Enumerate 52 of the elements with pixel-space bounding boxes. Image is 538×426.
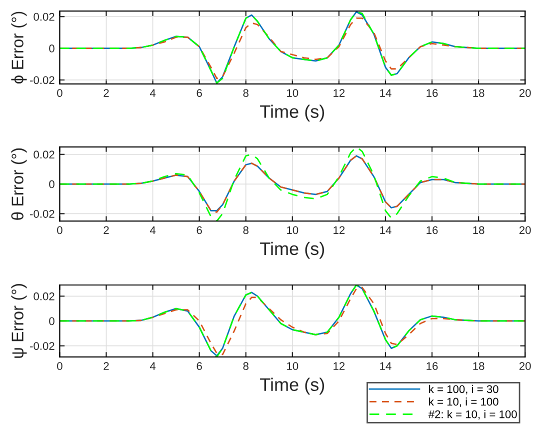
x-tick-label: 14: [380, 89, 392, 97]
x-tick-label: 14: [380, 362, 392, 370]
x-tick-label: 16: [426, 362, 438, 370]
x-tick-label: 10: [287, 89, 298, 97]
y-tick-label: 0: [49, 317, 54, 326]
x-tick-label: 0: [57, 89, 62, 97]
y-tick-label: 0.02: [34, 150, 54, 159]
x-tick-label: 20: [519, 362, 531, 370]
x-tick-label: 18: [473, 226, 484, 234]
y-axis-title: θ Error (°): [11, 148, 27, 220]
x-tick-label: 8: [243, 89, 248, 97]
x-tick-label: 20: [519, 226, 531, 234]
x-tick-label: 10: [287, 362, 298, 370]
x-tick-label: 8: [243, 362, 248, 370]
x-axis-title: Time (s): [260, 104, 324, 122]
legend-label: k = 100, i = 30: [429, 384, 498, 394]
y-tick-label: 0: [49, 180, 54, 188]
x-tick-label: 10: [287, 226, 298, 234]
x-tick-label: 14: [380, 226, 392, 234]
y-tick-label: 0.02: [34, 292, 54, 300]
line-series: [60, 11, 526, 84]
x-tick-label: 12: [334, 362, 345, 370]
x-tick-label: 16: [426, 89, 438, 97]
x-tick-label: 2: [104, 226, 109, 234]
y-tick-label: 0.02: [34, 12, 54, 21]
x-tick-label: 6: [196, 226, 202, 234]
x-axis-title: Time (s): [260, 242, 324, 259]
x-tick-label: 4: [150, 226, 156, 234]
y-tick-label: 0: [49, 44, 54, 52]
x-tick-label: 0: [57, 362, 62, 370]
y-tick-label: -0.02: [30, 76, 54, 84]
x-tick-label: 20: [519, 89, 531, 97]
x-tick-label: 12: [334, 89, 345, 97]
x-tick-label: 0: [57, 226, 62, 234]
x-tick-label: 18: [473, 89, 484, 97]
x-tick-label: 4: [150, 89, 156, 97]
x-tick-label: 6: [196, 89, 202, 97]
x-tick-label: 4: [150, 362, 156, 370]
x-tick-label: 18: [473, 362, 484, 370]
x-tick-label: 2: [104, 89, 109, 97]
y-axis-title: ψ Error (°): [11, 284, 27, 358]
x-tick-label: 8: [243, 226, 248, 234]
x-tick-label: 6: [196, 362, 202, 370]
y-tick-label: -0.02: [30, 342, 54, 350]
y-axis-title: ϕ Error (°): [11, 12, 27, 84]
legend-label: #2: k = 10, i = 100: [428, 410, 517, 420]
y-tick-label: -0.02: [30, 210, 54, 218]
legend-label: k = 10, i = 100: [429, 398, 498, 407]
x-tick-label: 2: [104, 362, 109, 370]
x-tick-label: 16: [426, 226, 438, 234]
x-tick-label: 12: [334, 226, 345, 234]
x-axis-title: Time (s): [260, 378, 324, 395]
